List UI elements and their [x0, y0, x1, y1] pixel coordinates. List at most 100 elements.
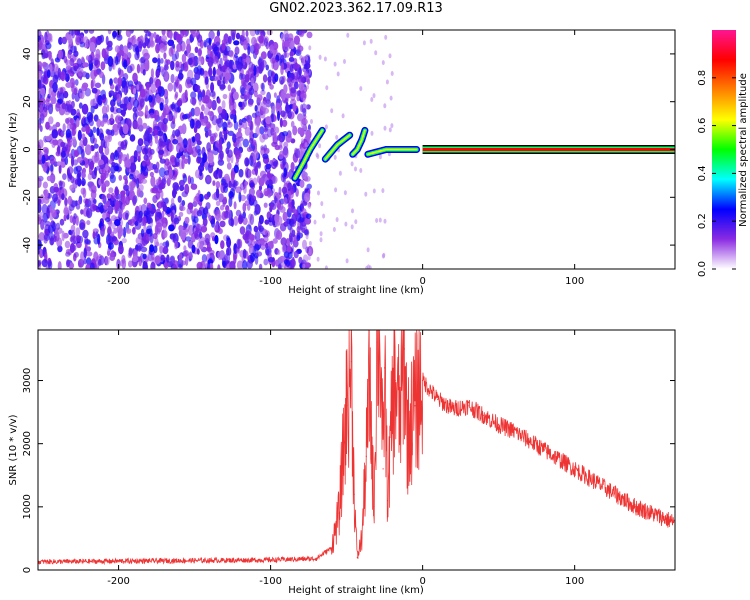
noise-blob	[217, 79, 221, 87]
noise-blob	[383, 218, 387, 224]
noise-blob	[301, 224, 308, 234]
noise-blob	[382, 252, 386, 258]
noise-blob	[305, 55, 309, 61]
snr-data-point	[437, 398, 439, 401]
noise-blob	[64, 240, 71, 249]
noise-blob	[194, 71, 201, 81]
noise-blob	[234, 46, 240, 55]
noise-blob	[75, 227, 81, 237]
noise-blob	[242, 138, 249, 148]
noise-blob	[115, 114, 122, 125]
noise-blob	[260, 51, 267, 60]
noise-blob	[43, 189, 49, 198]
colorbar-label: Normalized spectral amplitude	[738, 73, 749, 227]
noise-blob	[300, 74, 305, 83]
noise-blob	[104, 146, 110, 156]
noise-blob	[225, 79, 229, 85]
noise-blob	[247, 203, 251, 211]
noise-blob	[81, 172, 87, 179]
noise-blob	[262, 74, 268, 83]
noise-blob	[266, 248, 270, 256]
noise-blob	[125, 212, 129, 220]
noise-blob	[44, 31, 48, 43]
noise-blob	[155, 69, 160, 78]
noise-blob	[253, 150, 259, 160]
noise-blob	[67, 50, 72, 59]
noise-blob	[242, 202, 247, 213]
noise-blob	[66, 259, 70, 268]
noise-blob	[67, 166, 74, 175]
noise-blob	[324, 124, 328, 130]
snr-data-point	[394, 379, 396, 382]
noise-blob	[116, 258, 121, 269]
noise-blob	[105, 217, 111, 223]
noise-blob	[221, 42, 226, 51]
noise-blob	[199, 169, 203, 177]
noise-blob	[110, 113, 114, 122]
noise-blob	[151, 94, 155, 104]
noise-blob	[160, 254, 166, 261]
noise-blob	[222, 93, 228, 100]
noise-blob	[92, 126, 97, 133]
noise-blob	[146, 225, 153, 235]
noise-blob	[232, 133, 237, 144]
noise-blob	[177, 106, 181, 113]
noise-blob	[154, 128, 158, 136]
noise-blob	[57, 261, 62, 269]
noise-blob	[253, 225, 259, 233]
noise-blob	[296, 235, 301, 242]
noise-blob	[260, 100, 268, 112]
y-tick-label: 40	[22, 48, 33, 61]
noise-blob	[137, 138, 144, 147]
noise-blob	[160, 190, 164, 199]
noise-blob	[79, 41, 86, 48]
noise-blob	[260, 145, 265, 151]
noise-blob	[282, 156, 286, 168]
noise-blob	[270, 127, 275, 136]
noise-blob	[195, 193, 201, 202]
noise-blob	[304, 104, 308, 110]
noise-blob	[179, 202, 184, 211]
noise-blob	[203, 193, 210, 200]
noise-blob	[112, 30, 118, 38]
noise-blob	[38, 232, 45, 241]
spectrogram-x-ticks: -200 -100 0 100	[107, 30, 584, 287]
noise-blob	[46, 175, 53, 182]
noise-blob	[308, 248, 312, 256]
noise-blob	[203, 95, 210, 104]
noise-blob	[90, 99, 97, 107]
noise-blob	[160, 58, 164, 64]
noise-blob	[304, 192, 311, 203]
noise-blob	[278, 186, 282, 196]
noise-blob	[60, 70, 66, 82]
noise-blob	[100, 138, 106, 148]
noise-blob	[149, 244, 155, 253]
noise-blob	[52, 221, 56, 232]
noise-blob	[187, 202, 194, 210]
noise-blob	[242, 248, 247, 259]
noise-blob	[193, 216, 199, 224]
noise-blob	[114, 199, 120, 211]
noise-blob	[61, 193, 65, 201]
noise-blob	[172, 129, 176, 139]
snr-data-point	[391, 411, 393, 413]
noise-blob	[301, 56, 306, 66]
noise-blob	[275, 230, 283, 240]
noise-blob	[242, 211, 246, 219]
noise-blob	[197, 152, 202, 164]
noise-blob	[190, 77, 197, 86]
noise-blob	[233, 40, 240, 46]
noise-blob	[38, 198, 42, 205]
noise-blob	[245, 30, 249, 37]
noise-blob	[225, 68, 232, 74]
noise-blob	[136, 84, 140, 91]
noise-blob	[107, 250, 111, 256]
noise-blob	[270, 113, 274, 123]
noise-blob	[206, 142, 212, 153]
noise-blob	[77, 68, 84, 77]
noise-blob	[264, 219, 270, 225]
noise-blob	[63, 55, 68, 64]
noise-blob	[161, 176, 166, 184]
noise-blob	[258, 35, 264, 44]
noise-blob	[49, 159, 55, 165]
